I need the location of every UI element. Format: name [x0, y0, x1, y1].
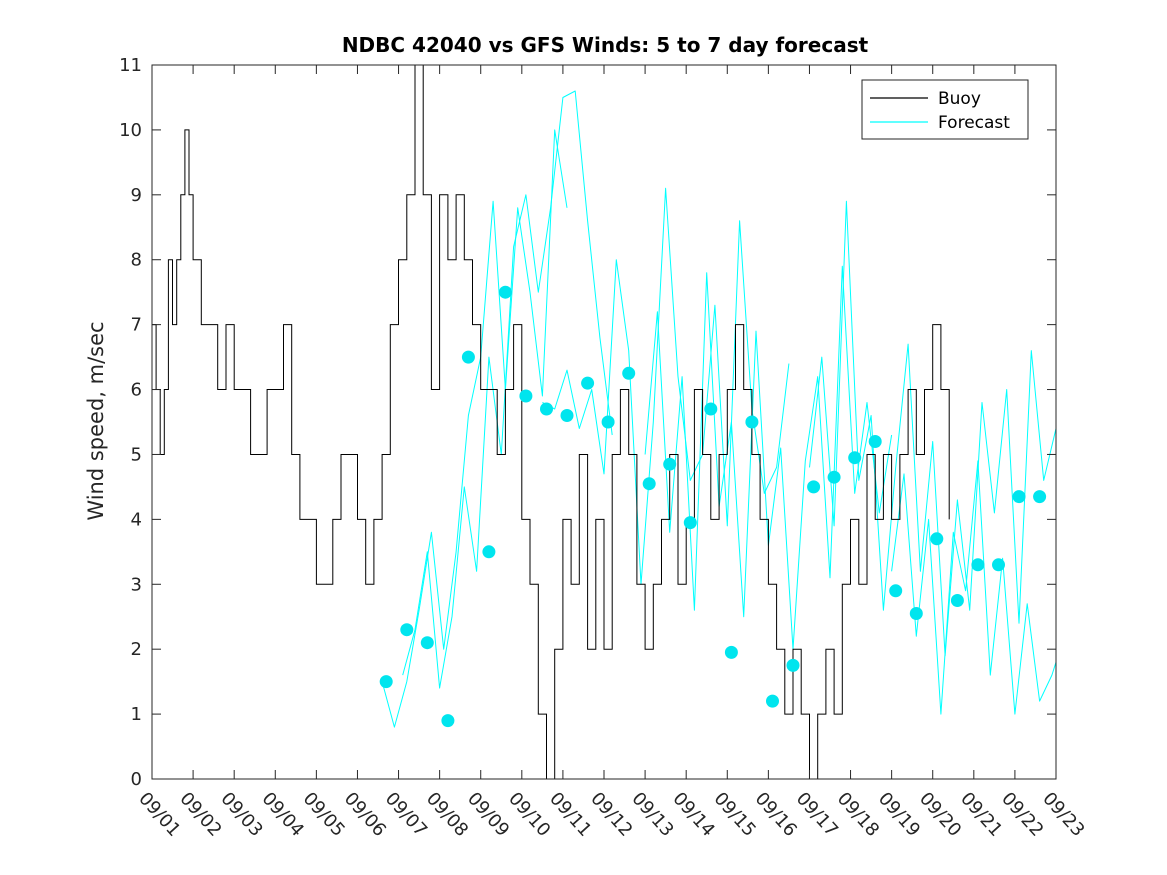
- y-tick-label: 3: [131, 574, 142, 595]
- forecast-marker: [992, 558, 1005, 572]
- forecast-marker: [540, 402, 553, 416]
- forecast-marker: [827, 470, 841, 484]
- forecast-marker: [889, 584, 903, 598]
- y-tick-label: 0: [131, 769, 142, 790]
- y-axis-label: Wind speed, m/sec: [84, 321, 108, 520]
- forecast-marker: [663, 457, 677, 471]
- legend-buoy-label: Buoy: [938, 89, 981, 109]
- forecast-marker: [868, 435, 882, 448]
- forecast-line-2: [402, 90, 613, 689]
- forecast-marker: [807, 480, 821, 494]
- y-tick-label: 7: [131, 315, 142, 336]
- forecast-marker: [1012, 490, 1026, 504]
- forecast-line-3: [542, 187, 790, 585]
- plot-area: 0123456789101109/0109/0209/0309/0409/050…: [119, 55, 1089, 841]
- forecast-marker: [683, 516, 697, 530]
- forecast-marker: [1033, 490, 1047, 504]
- forecast-line-5: [809, 200, 1057, 657]
- forecast-marker: [519, 389, 533, 403]
- forecast-marker: [848, 451, 862, 465]
- forecast-marker: [560, 409, 574, 422]
- y-tick-label: 10: [119, 120, 142, 141]
- forecast-marker: [724, 645, 738, 659]
- y-tick-label: 5: [131, 444, 142, 465]
- y-tick-label: 2: [131, 639, 142, 660]
- forecast-marker: [420, 636, 434, 650]
- forecast-marker: [461, 350, 475, 364]
- legend: Buoy Forecast: [861, 79, 1029, 140]
- forecast-marker: [441, 714, 455, 728]
- y-tick-label: 8: [131, 250, 142, 271]
- forecast-marker: [766, 694, 779, 708]
- legend-box: [861, 79, 1029, 140]
- y-tick-label: 11: [119, 55, 142, 76]
- forecast-marker: [909, 607, 923, 620]
- forecast-marker: [704, 402, 718, 416]
- forecast-marker: [786, 658, 800, 672]
- forecast-marker: [400, 623, 414, 637]
- forecast-marker: [498, 285, 512, 299]
- forecast-marker: [482, 545, 496, 559]
- forecast-marker: [971, 558, 985, 572]
- chart-title: NDBC 42040 vs GFS Winds: 5 to 7 day fore…: [342, 33, 869, 57]
- forecast-marker: [379, 675, 393, 689]
- forecast-marker: [581, 376, 595, 390]
- forecast-marker: [950, 594, 964, 607]
- y-tick-label: 6: [131, 380, 142, 401]
- forecast-marker: [930, 532, 944, 546]
- forecast-line-1: [381, 129, 568, 728]
- legend-forecast-label: Forecast: [938, 113, 1010, 133]
- forecast-marker: [642, 477, 656, 491]
- forecast-marker: [622, 366, 636, 380]
- forecast-line-6: [891, 460, 1057, 715]
- forecast-marker: [601, 415, 615, 429]
- y-tick-label: 1: [131, 704, 142, 725]
- y-tick-label: 4: [131, 509, 142, 530]
- forecast-marker: [745, 415, 759, 429]
- y-tick-label: 9: [131, 185, 142, 206]
